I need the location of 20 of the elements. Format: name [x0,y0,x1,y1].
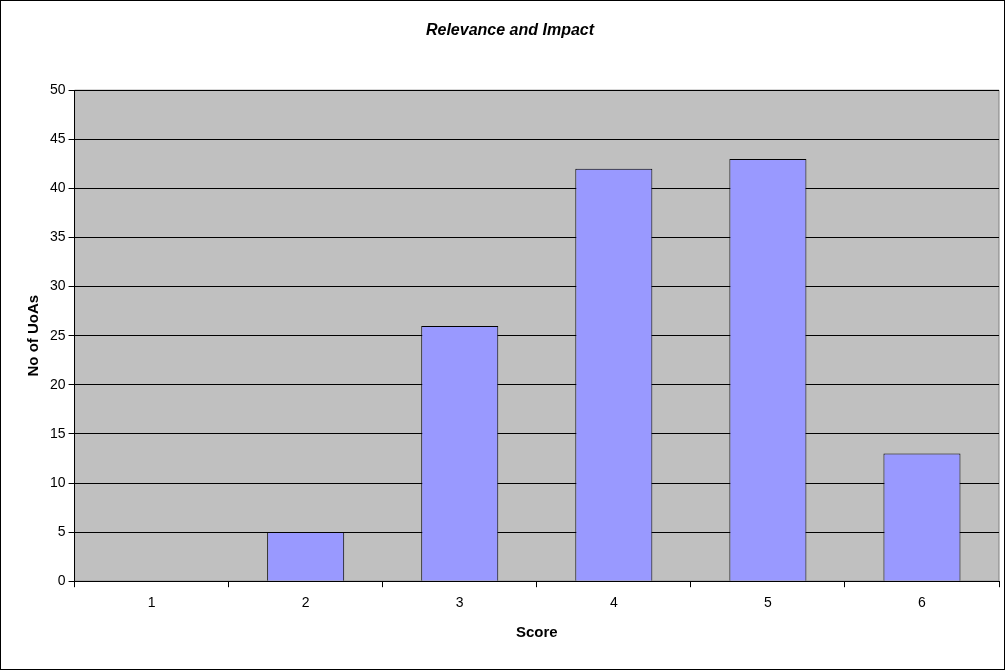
x-tick-label: 6 [918,594,927,611]
y-tick-label: 0 [57,572,66,589]
x-tick-label: 5 [763,594,772,611]
y-tick-label: 5 [57,522,66,539]
y-tick-label: 25 [49,326,66,343]
y-tick-label: 30 [49,277,66,294]
y-tick-label: 20 [49,375,66,392]
y-axis-title: No of UoAs [24,294,42,377]
y-tick-label: 45 [49,130,66,147]
x-tick-label: 3 [455,594,464,611]
x-tick-label: 1 [147,594,156,611]
y-tick-label: 10 [49,473,66,490]
y-tick-label: 50 [49,81,66,98]
y-tick-label: 35 [49,228,66,245]
x-tick-label: 4 [609,594,618,611]
y-tick-label: 40 [49,179,66,196]
x-tick-label: 2 [301,594,310,611]
chart-title: Relevance and Impact [425,21,595,39]
y-tick-label: 15 [49,424,66,441]
x-axis-title: Score [515,623,558,641]
